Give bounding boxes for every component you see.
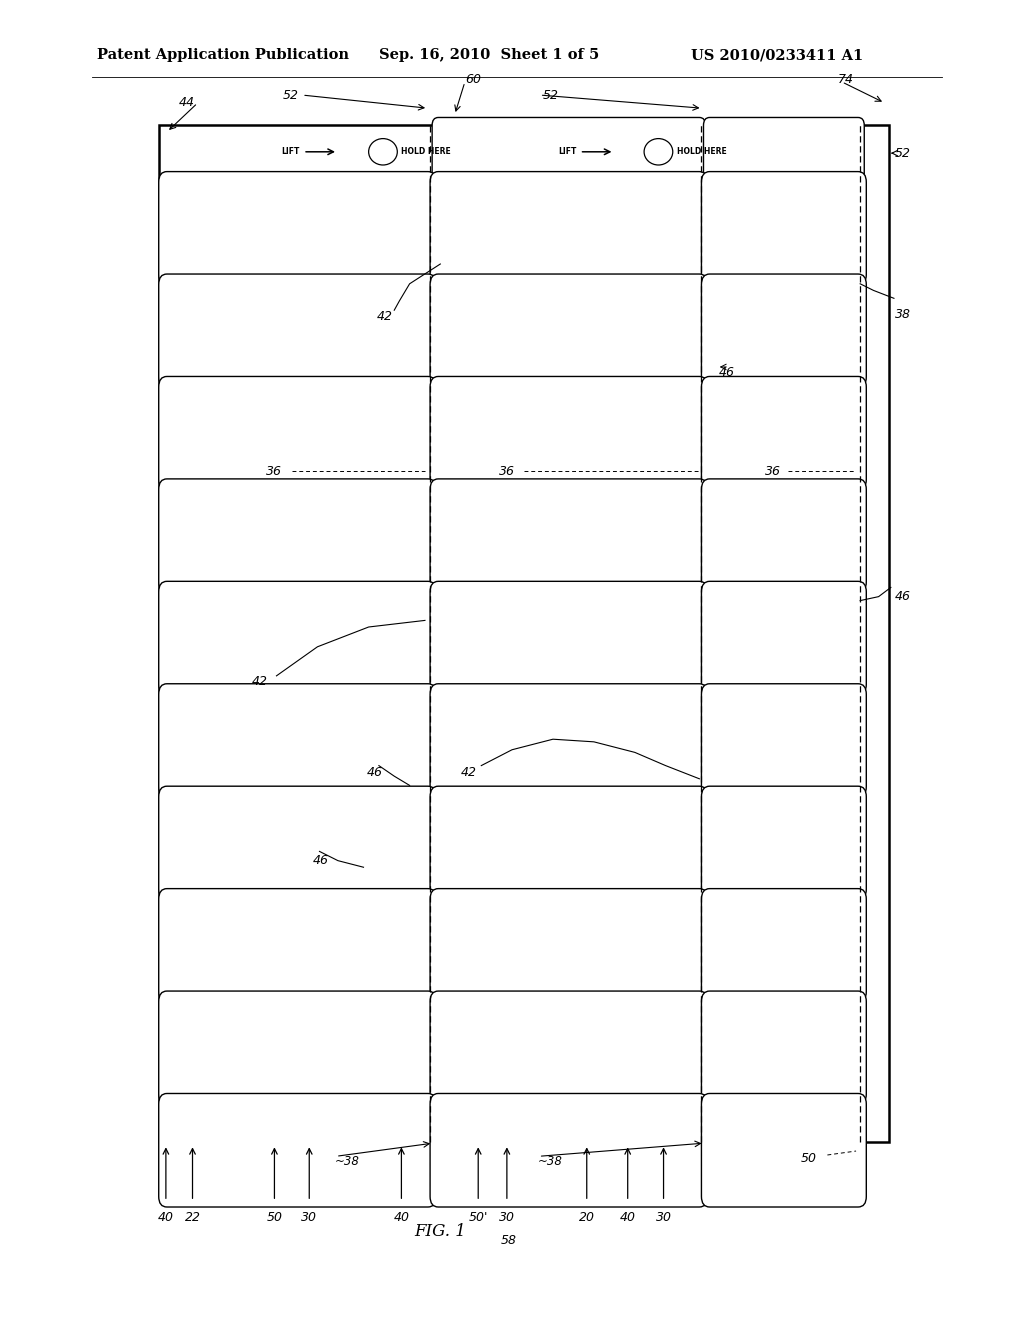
FancyBboxPatch shape bbox=[159, 479, 436, 593]
FancyBboxPatch shape bbox=[701, 888, 866, 1002]
Text: 46: 46 bbox=[895, 590, 911, 603]
Text: 50: 50 bbox=[266, 1210, 283, 1224]
FancyBboxPatch shape bbox=[430, 376, 708, 490]
FancyBboxPatch shape bbox=[701, 376, 866, 490]
FancyBboxPatch shape bbox=[159, 376, 436, 490]
Text: 40: 40 bbox=[158, 1210, 174, 1224]
FancyBboxPatch shape bbox=[159, 1093, 436, 1206]
FancyBboxPatch shape bbox=[159, 684, 436, 797]
Text: LIFT: LIFT bbox=[558, 148, 577, 156]
Text: 58: 58 bbox=[501, 1234, 517, 1247]
FancyBboxPatch shape bbox=[701, 787, 866, 900]
Text: 36: 36 bbox=[499, 465, 515, 478]
Text: Sep. 16, 2010  Sheet 1 of 5: Sep. 16, 2010 Sheet 1 of 5 bbox=[379, 49, 599, 62]
FancyBboxPatch shape bbox=[159, 581, 436, 694]
Text: 52: 52 bbox=[543, 88, 559, 102]
FancyBboxPatch shape bbox=[159, 125, 889, 1142]
Text: 36: 36 bbox=[765, 465, 781, 478]
Text: 52: 52 bbox=[283, 88, 299, 102]
Text: ~38: ~38 bbox=[538, 1155, 562, 1168]
Text: 30: 30 bbox=[655, 1210, 672, 1224]
FancyBboxPatch shape bbox=[430, 581, 708, 694]
FancyBboxPatch shape bbox=[430, 888, 708, 1002]
Text: 42: 42 bbox=[377, 310, 393, 323]
Text: 60: 60 bbox=[465, 73, 481, 86]
FancyBboxPatch shape bbox=[159, 888, 436, 1002]
Text: 30: 30 bbox=[499, 1210, 515, 1224]
Text: FIG. 1: FIG. 1 bbox=[415, 1224, 466, 1239]
FancyBboxPatch shape bbox=[701, 1093, 866, 1206]
Text: 46: 46 bbox=[312, 854, 329, 867]
Text: 40: 40 bbox=[393, 1210, 410, 1224]
FancyBboxPatch shape bbox=[701, 684, 866, 797]
Text: HOLD HERE: HOLD HERE bbox=[401, 148, 452, 156]
Text: Patent Application Publication: Patent Application Publication bbox=[97, 49, 349, 62]
Text: 42: 42 bbox=[461, 766, 477, 779]
Text: 46: 46 bbox=[367, 766, 383, 779]
Text: LIFT: LIFT bbox=[282, 148, 300, 156]
Text: 46: 46 bbox=[719, 366, 735, 379]
Text: US 2010/0233411 A1: US 2010/0233411 A1 bbox=[691, 49, 863, 62]
Text: 50: 50 bbox=[801, 1152, 817, 1166]
FancyBboxPatch shape bbox=[703, 117, 864, 186]
Text: HOLD HERE: HOLD HERE bbox=[677, 148, 727, 156]
FancyBboxPatch shape bbox=[159, 172, 436, 285]
FancyBboxPatch shape bbox=[701, 581, 866, 694]
Text: 36: 36 bbox=[266, 465, 283, 478]
FancyBboxPatch shape bbox=[430, 275, 708, 388]
Text: 30: 30 bbox=[301, 1210, 317, 1224]
Ellipse shape bbox=[369, 139, 397, 165]
FancyBboxPatch shape bbox=[159, 787, 436, 900]
FancyBboxPatch shape bbox=[430, 684, 708, 797]
FancyBboxPatch shape bbox=[701, 275, 866, 388]
Ellipse shape bbox=[644, 139, 673, 165]
FancyBboxPatch shape bbox=[430, 787, 708, 900]
Text: 74: 74 bbox=[838, 73, 854, 86]
FancyBboxPatch shape bbox=[430, 991, 708, 1105]
FancyBboxPatch shape bbox=[430, 479, 708, 593]
Text: 20: 20 bbox=[579, 1210, 595, 1224]
Text: 42: 42 bbox=[252, 675, 268, 688]
Text: 44: 44 bbox=[178, 96, 195, 110]
FancyBboxPatch shape bbox=[701, 991, 866, 1105]
Text: 22: 22 bbox=[184, 1210, 201, 1224]
FancyBboxPatch shape bbox=[701, 172, 866, 285]
Text: 38: 38 bbox=[895, 308, 911, 321]
FancyBboxPatch shape bbox=[430, 172, 708, 285]
Text: 52: 52 bbox=[895, 147, 911, 160]
Text: ~38: ~38 bbox=[335, 1155, 359, 1168]
FancyBboxPatch shape bbox=[432, 117, 706, 186]
FancyBboxPatch shape bbox=[701, 479, 866, 593]
FancyBboxPatch shape bbox=[159, 275, 436, 388]
FancyBboxPatch shape bbox=[159, 991, 436, 1105]
Text: 40: 40 bbox=[620, 1210, 636, 1224]
FancyBboxPatch shape bbox=[430, 1093, 708, 1206]
Text: 50': 50' bbox=[469, 1210, 487, 1224]
